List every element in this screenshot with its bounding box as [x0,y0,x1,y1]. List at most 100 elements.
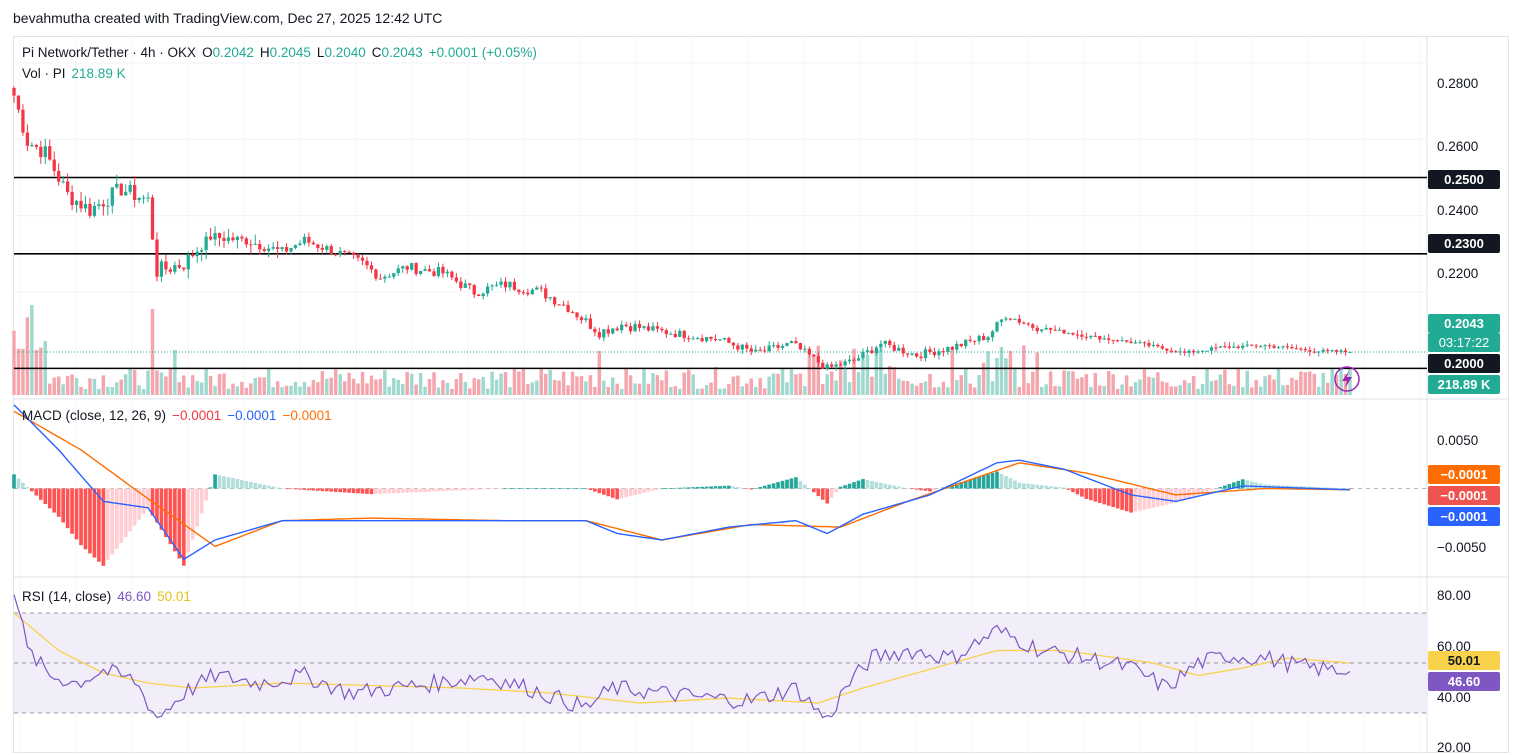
volume-bar [508,387,512,395]
candle-body [217,233,222,238]
volume-bar [1348,368,1352,395]
macd-histogram-bar [713,486,718,489]
candle-body [1133,342,1138,344]
volume-bar [1218,374,1223,395]
candle-body [664,330,668,335]
volume-bar [1048,371,1053,395]
macd-histogram-bar [932,488,937,491]
macd-histogram-bar [990,472,995,489]
candle-body [253,243,257,245]
macd-histogram-bar [1039,485,1044,489]
candle-body [1241,345,1245,348]
candle-body [1196,351,1200,353]
candle-body [1223,346,1227,348]
candle-body [52,159,56,172]
candle-body [1048,327,1053,330]
volume-bar [1227,384,1232,395]
volume-bar [981,362,986,395]
volume-bar [1285,384,1290,395]
macd-histogram-bar [235,479,240,489]
macd-histogram-bar [173,488,177,552]
macd-histogram-bar [213,474,217,489]
candle-body [512,281,517,290]
candle-body [843,361,847,366]
macd-histogram-bar [852,482,856,489]
macd-histogram-bar [1129,488,1133,513]
macd-histogram-bar [798,480,803,489]
volume-label[interactable]: Vol · PI [22,66,66,81]
candle-body [1151,344,1156,346]
level-badge[interactable]: 0.2000 [1428,354,1500,373]
candle-body [298,243,302,246]
macd-histogram-bar [977,476,981,489]
volume-bar [910,383,914,395]
volume-bar [39,347,43,395]
candle-body [861,351,865,359]
candle-body [1008,318,1013,320]
macd-histogram-bar [316,488,320,491]
candle-body [588,318,593,329]
candle-body [450,271,454,278]
macd-histogram-bar [552,488,557,490]
macd-histogram-bar [566,488,570,490]
candle-body [494,284,499,286]
candle-body [1004,318,1008,320]
candle-body [258,243,262,250]
candle-body [932,352,937,356]
candle-body [423,269,427,271]
candle-body [1267,345,1272,347]
macd-histogram-bar [1089,488,1093,501]
volume-bar [1138,379,1142,395]
candle-body [771,345,776,347]
macd-histogram-bar [744,488,749,490]
macd-histogram-bar [12,474,16,489]
volume-bar [1017,386,1022,395]
volume-bar [468,388,472,395]
symbol-label[interactable]: Pi Network/Tether · 4h · OKX [22,45,197,60]
candle-body [1107,338,1111,340]
level-badge[interactable]: 0.2500 [1428,170,1500,189]
volume-bar [1089,386,1093,395]
macd-histogram-bar [467,488,472,491]
volume-bar [217,374,222,395]
macd-label[interactable]: MACD (close, 12, 26, 9) [22,408,167,423]
volume-bar [570,371,575,395]
volume-bar [834,380,838,395]
volume-bar [946,387,950,395]
candle-body [61,181,65,183]
volume-bar [870,376,874,395]
candle-body [1093,335,1097,337]
macd-histogram-bar [320,488,325,492]
level-badge[interactable]: 0.2300 [1428,234,1500,253]
macd-histogram-bar [1249,481,1254,489]
macd-histogram-bar [253,482,258,489]
volume-bar [673,386,678,395]
candle-body [43,146,47,158]
volume-bar [812,354,816,395]
macd-histogram-bar [405,488,410,493]
macd-histogram-bar [284,488,289,490]
volume-bar [316,382,320,395]
macd-histogram-bar [1120,488,1124,510]
volume-bar [1258,386,1263,395]
volume-bar [776,373,780,395]
volume-bar [199,382,204,395]
candle-body [937,351,941,356]
volume-bar [1339,367,1343,395]
macd-histogram-bar [97,488,101,562]
macd-histogram-bar [1200,488,1205,494]
rsi-tick: 40.00 [1437,690,1471,705]
volume-bar [780,368,785,395]
macd-histogram-bar [937,488,941,490]
volume-bar [159,372,164,395]
volume-bar [123,374,128,395]
volume-bar [678,388,682,395]
macd-histogram-bar [38,488,43,500]
macd-histogram-bar [244,480,249,489]
volume-bar [141,388,146,395]
macd-histogram-bar [1102,488,1107,505]
rsi-label[interactable]: RSI (14, close) [22,589,112,604]
candle-body [678,330,682,337]
macd-histogram-bar [704,486,709,489]
